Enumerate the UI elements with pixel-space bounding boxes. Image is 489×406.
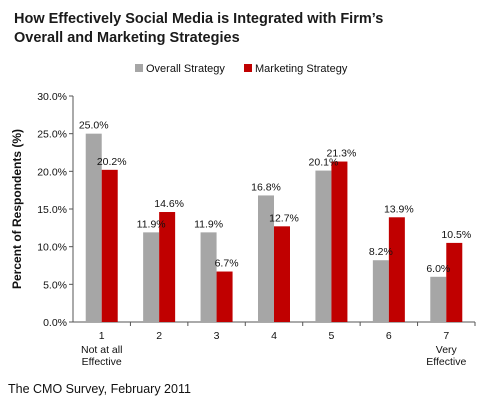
chart-title-line-1: How Effectively Social Media is Integrat… <box>14 11 384 27</box>
legend-label-overall: Overall Strategy <box>146 63 225 75</box>
data-label-marketing: 12.7% <box>269 212 299 224</box>
y-tick-label: 15.0% <box>37 204 67 216</box>
y-tick-label: 10.0% <box>37 242 67 254</box>
x-tick-label: 1 <box>99 330 105 342</box>
bar-overall-strategy <box>143 232 160 322</box>
x-tick-sublabel: Very <box>436 344 458 356</box>
y-axis-label: Percent of Respondents (%) <box>10 129 24 289</box>
data-label-overall: 25.0% <box>79 120 109 132</box>
legend-swatch-marketing <box>244 64 252 72</box>
data-label-overall: 16.8% <box>251 181 281 193</box>
x-tick-label: 3 <box>214 330 220 342</box>
data-label-marketing: 10.5% <box>441 229 471 241</box>
y-tick-label: 25.0% <box>37 129 67 141</box>
bar-marketing-strategy <box>101 169 118 322</box>
bar-overall-strategy <box>258 195 274 322</box>
x-tick-sublabel: Effective <box>82 356 122 368</box>
data-label-marketing: 14.6% <box>154 198 184 210</box>
bar-marketing-strategy <box>331 161 348 322</box>
bar-overall-strategy <box>200 232 217 322</box>
bar-marketing-strategy <box>388 217 405 322</box>
bar-overall-strategy <box>430 276 447 322</box>
bar-marketing-strategy <box>446 242 463 322</box>
bar-marketing-strategy <box>216 271 233 322</box>
data-label-overall: 11.9% <box>137 218 166 230</box>
x-tick-label: 7 <box>443 330 449 342</box>
data-label-overall: 20.1% <box>309 157 339 169</box>
x-tick-label: 5 <box>329 330 335 342</box>
data-label-marketing: 13.9% <box>384 203 414 215</box>
y-tick-label: 0.0% <box>43 317 67 329</box>
bar-overall-strategy <box>315 170 332 322</box>
data-label-overall: 11.9% <box>194 218 223 230</box>
data-label-marketing: 6.7% <box>215 258 239 270</box>
chart-title-line-2: Overall and Marketing Strategies <box>14 30 240 46</box>
bar-marketing-strategy <box>274 226 290 322</box>
source-note: The CMO Survey, February 2011 <box>8 382 191 396</box>
data-label-marketing: 21.3% <box>327 148 357 160</box>
y-tick-label: 5.0% <box>43 279 67 291</box>
x-tick-label: 4 <box>271 330 277 342</box>
y-tick-label: 30.0% <box>37 91 67 103</box>
x-tick-sublabel: Not at all <box>81 344 122 356</box>
data-label-overall: 6.0% <box>426 263 450 275</box>
legend-swatch-overall <box>135 64 143 72</box>
bar-overall-strategy <box>85 133 102 322</box>
x-tick-label: 2 <box>156 330 162 342</box>
x-tick-label: 6 <box>386 330 392 342</box>
data-label-overall: 8.2% <box>369 246 393 258</box>
bar-overall-strategy <box>372 260 389 322</box>
legend-label-marketing: Marketing Strategy <box>255 63 348 75</box>
chart-title: How Effectively Social Media is Integrat… <box>14 10 484 48</box>
x-tick-sublabel: Effective <box>426 356 466 368</box>
data-label-marketing: 20.2% <box>97 156 127 168</box>
y-tick-label: 20.0% <box>37 166 67 178</box>
bar-marketing-strategy <box>159 212 176 322</box>
